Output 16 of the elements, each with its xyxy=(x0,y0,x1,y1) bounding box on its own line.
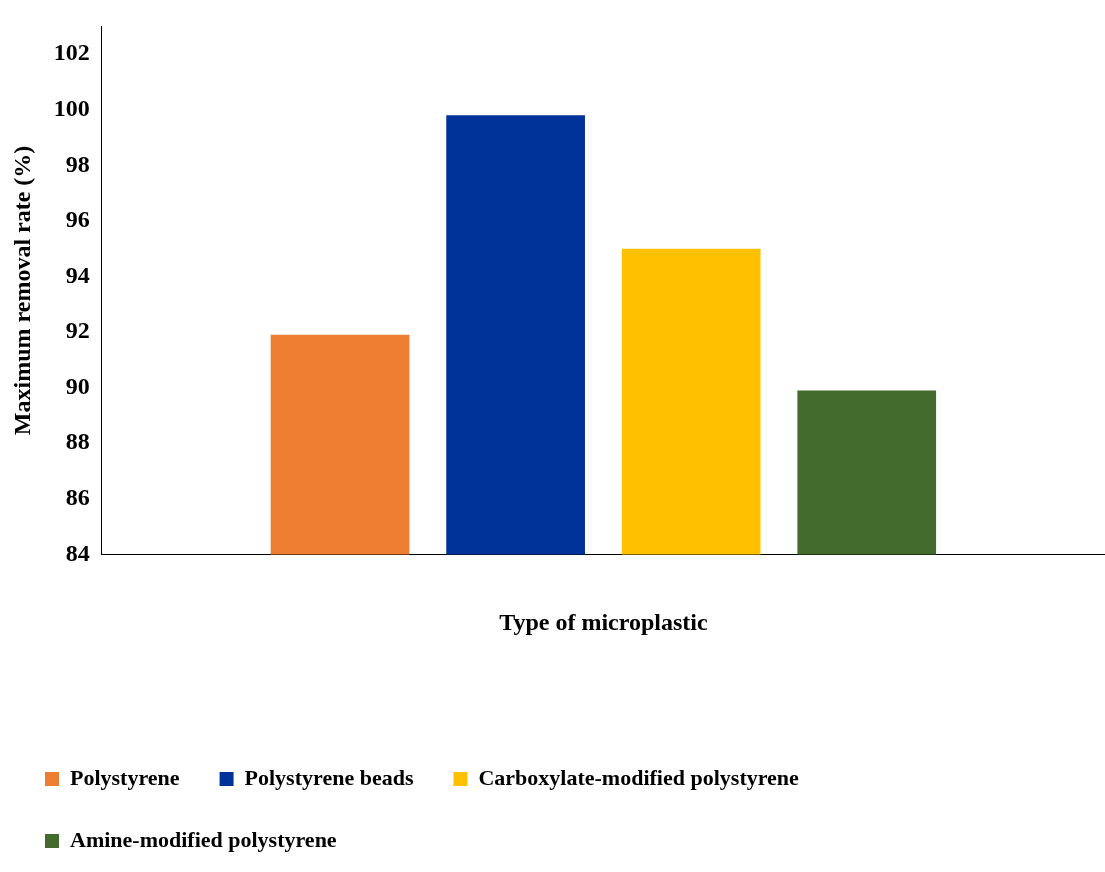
y-tick-label: 96 xyxy=(65,206,90,233)
x-axis-title: Type of microplastic xyxy=(499,608,708,635)
y-tick-label: 86 xyxy=(65,484,90,511)
legend-label: Polystyrene xyxy=(70,764,180,790)
legend-label: Carboxylate-modified polystyrene xyxy=(478,764,800,790)
y-tick-label: 84 xyxy=(65,539,90,566)
y-tick-label: 102 xyxy=(53,39,90,66)
y-tick-label: 92 xyxy=(65,317,90,344)
y-tick-label: 100 xyxy=(53,94,90,121)
y-tick-label: 98 xyxy=(65,150,90,177)
y-tick-label: 90 xyxy=(65,372,90,399)
legend-label: Amine-modified polystyrene xyxy=(70,826,337,852)
y-axis-title: Maximum removal rate (%) xyxy=(8,145,35,436)
y-tick-label: 88 xyxy=(65,428,90,455)
legend-label: Polystyrene beads xyxy=(244,764,414,790)
y-tick-label: 94 xyxy=(65,261,90,288)
